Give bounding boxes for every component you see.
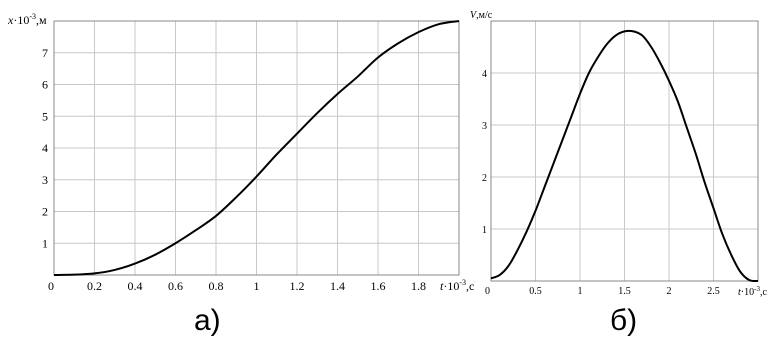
x-tick-label: 1.5 [618, 286, 631, 297]
y-tick-label: 4 [482, 69, 487, 80]
x-tick-label: 2 [667, 286, 672, 297]
x-tick-label: 0.2 [87, 279, 102, 293]
y-tick-label: 3 [42, 173, 48, 187]
x-tick-label: 1.2 [290, 279, 305, 293]
x-tick-label: 0.6 [168, 279, 183, 293]
x-tick-label: 1.8 [411, 279, 426, 293]
x-tick-label: 1 [578, 286, 583, 297]
x-tick-label: 0.8 [209, 279, 224, 293]
x-tick-label: 0 [48, 279, 54, 293]
displacement-tick-labels: 0 0.2 0.4 0.6 0.8 1 1.2 1.4 1.6 1.8 1 2 3 4 5 6 7 [42, 46, 426, 293]
displacement-x-axis-label: t·10-3,с [440, 278, 474, 293]
velocity-curve [490, 29, 759, 283]
y-tick-label: 6 [42, 78, 48, 92]
displacement-chart: 0 0.2 0.4 0.6 0.8 1 1.2 1.4 1.6 1.8 1 2 3 4 5 6 7 x·10-3… [7, 12, 474, 337]
displacement-plot-frame [53, 20, 460, 276]
velocity-tick-labels: 0 0.5 1 1.5 2 2.5 1 2 3 4 [482, 69, 720, 297]
x-tick-label: 2.5 [707, 286, 720, 297]
displacement-grid [54, 21, 460, 275]
x-tick-label: 1.4 [330, 279, 345, 293]
y-tick-label: 4 [42, 141, 48, 155]
displacement-y-axis-label: x·10-3,м [7, 12, 47, 27]
velocity-chart: 0 0.5 1 1.5 2 2.5 1 2 3 4 V,м/с t·10-3,с б) [470, 10, 767, 337]
displacement-curve [53, 20, 460, 276]
velocity-grid [491, 21, 759, 281]
x-tick-label: 0 [485, 286, 490, 297]
y-tick-label: 2 [42, 205, 48, 219]
x-tick-label: 0.5 [529, 286, 542, 297]
y-tick-label: 1 [482, 225, 487, 236]
y-tick-label: 3 [482, 121, 487, 132]
velocity-caption: б) [610, 304, 637, 337]
x-tick-label: 0.4 [128, 279, 143, 293]
velocity-x-axis-label: t·10-3,с [738, 285, 767, 298]
y-tick-label: 2 [482, 173, 487, 184]
velocity-y-axis-label: V,м/с [470, 10, 493, 21]
y-tick-label: 5 [42, 109, 48, 123]
x-tick-label: 1.6 [371, 279, 386, 293]
x-tick-label: 1 [254, 279, 260, 293]
velocity-plot-frame [490, 20, 759, 282]
y-tick-label: 7 [42, 46, 48, 60]
y-tick-label: 1 [42, 236, 48, 250]
displacement-caption: а) [194, 304, 221, 337]
